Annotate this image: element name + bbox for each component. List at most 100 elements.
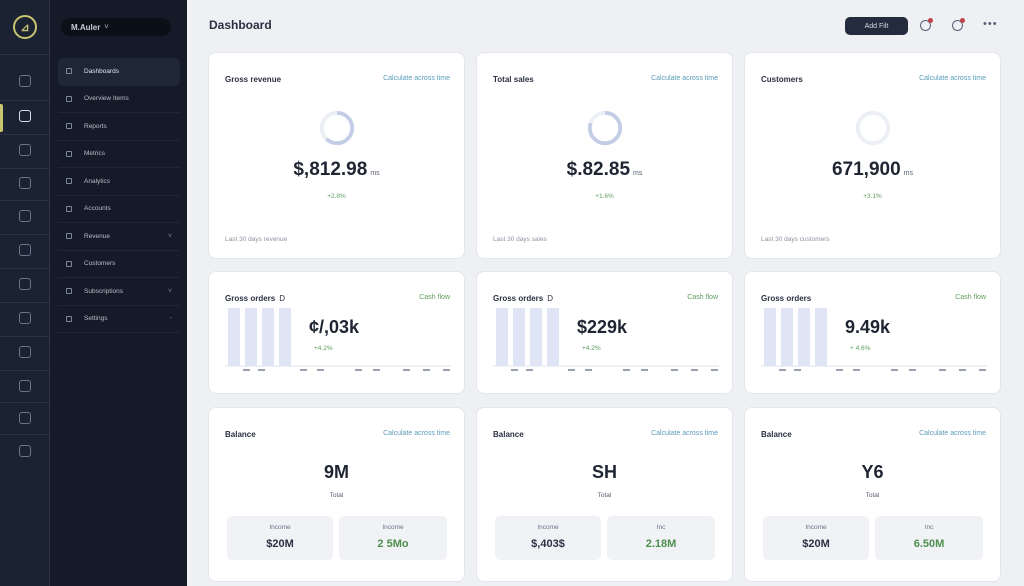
axis-tick bbox=[443, 369, 450, 371]
sidebar-item[interactable]: Settings - bbox=[58, 306, 180, 333]
rail-divider bbox=[0, 168, 50, 169]
stat-label: Income bbox=[269, 524, 291, 531]
bell-icon[interactable] bbox=[19, 380, 31, 392]
stat-label: Inc bbox=[656, 524, 666, 531]
nav-item-icon bbox=[66, 288, 72, 295]
stat-box: Inc 2.18M bbox=[607, 516, 715, 560]
user-icon[interactable] bbox=[19, 244, 31, 256]
card-title: Gross orders D bbox=[225, 294, 285, 303]
stat-box: Income $20M bbox=[227, 516, 333, 560]
sidebar-item-label: Accounts bbox=[84, 205, 111, 213]
rail-divider bbox=[0, 434, 50, 435]
stat-label: Inc bbox=[924, 524, 934, 531]
balance-card: Balance Calculate across time 9M Total Incom… bbox=[208, 407, 465, 582]
axis-tick bbox=[403, 369, 410, 371]
axis-tick bbox=[891, 369, 898, 371]
chevron-down-icon: ˅ bbox=[104, 23, 109, 31]
card-action-link[interactable]: Calculate across time bbox=[919, 75, 986, 82]
sidebar-item-label: Reports bbox=[84, 122, 107, 130]
metric-label: Total bbox=[597, 492, 612, 499]
axis-tick bbox=[939, 369, 946, 371]
user-avatar-icon[interactable] bbox=[952, 18, 965, 31]
metric-change: + 4.6% bbox=[850, 345, 871, 352]
chevron-down-icon: ˅ bbox=[167, 287, 172, 295]
notification-icon[interactable] bbox=[920, 18, 933, 31]
sidebar-item[interactable]: Subscriptions ˅ bbox=[58, 278, 180, 306]
card-action-link[interactable]: Cash flow bbox=[419, 294, 450, 301]
sidebar-item[interactable]: Overview Items bbox=[58, 86, 180, 113]
sidebar-item[interactable]: Accounts bbox=[58, 196, 180, 223]
rail-divider bbox=[0, 370, 50, 371]
donut-fill bbox=[587, 110, 622, 146]
card-action-link[interactable]: Calculate across time bbox=[919, 430, 986, 437]
card-action-link[interactable]: Calculate across time bbox=[651, 430, 718, 437]
app-logo[interactable]: ⊿ bbox=[13, 15, 37, 39]
sidebar-item[interactable]: Dashboards bbox=[58, 58, 180, 86]
metric-change: +2.8% bbox=[327, 193, 346, 200]
settings-icon[interactable] bbox=[19, 312, 31, 324]
chart-icon[interactable] bbox=[19, 144, 31, 156]
axis-tick bbox=[300, 369, 307, 371]
card-title: Gross orders bbox=[761, 294, 815, 303]
list-icon[interactable] bbox=[19, 278, 31, 290]
home-icon[interactable] bbox=[19, 75, 31, 87]
card-action-link[interactable]: Calculate across time bbox=[383, 430, 450, 437]
metric-change: +4.2% bbox=[582, 345, 601, 352]
workspace-name: M.Auler bbox=[71, 22, 101, 32]
rail-divider bbox=[0, 302, 50, 303]
metric-value: ¢/,03k bbox=[309, 317, 360, 337]
logo-glyph: ⊿ bbox=[20, 21, 30, 34]
sidebar-item[interactable]: Revenue ˅ bbox=[58, 223, 180, 251]
sidebar-item[interactable]: Metrics bbox=[58, 141, 180, 168]
add-filter-button[interactable]: Add Filt bbox=[845, 17, 908, 35]
help-icon[interactable] bbox=[19, 412, 31, 424]
grid-icon[interactable] bbox=[19, 177, 31, 189]
axis-tick bbox=[585, 369, 592, 371]
metric-change: +4.2% bbox=[314, 345, 333, 352]
calendar-icon[interactable] bbox=[19, 210, 31, 222]
stat-value: $20M bbox=[802, 538, 830, 550]
status-dot bbox=[960, 18, 965, 23]
layers-icon[interactable] bbox=[19, 445, 31, 457]
sidebar-item-label: Dashboards bbox=[84, 67, 120, 75]
metric-value: 9.49k bbox=[845, 317, 891, 337]
sidebar-item-label: Settings bbox=[84, 315, 108, 323]
stat-box: Inc 6.50M bbox=[875, 516, 983, 560]
donut-chart bbox=[319, 110, 354, 146]
stat-value: 2.18M bbox=[645, 538, 677, 550]
sidebar-item[interactable]: Analytics bbox=[58, 168, 180, 196]
axis-tick bbox=[623, 369, 630, 371]
nav-item-icon bbox=[66, 150, 72, 157]
card-title: Balance bbox=[225, 430, 256, 439]
donut-chart bbox=[587, 110, 622, 146]
more-icon[interactable]: ••• bbox=[983, 18, 998, 30]
folder-icon[interactable] bbox=[19, 110, 31, 122]
bar-chart bbox=[493, 308, 719, 371]
workspace-switcher[interactable]: M.Auler ˅ bbox=[61, 18, 171, 36]
sidebar-item-label: Customers bbox=[84, 260, 116, 268]
archive-icon[interactable] bbox=[19, 346, 31, 358]
metric-unit: ms bbox=[903, 170, 914, 177]
icon-rail: ⊿ bbox=[0, 0, 50, 586]
axis-tick bbox=[243, 369, 250, 371]
stat-box: Income $,403$ bbox=[495, 516, 601, 560]
axis-tick bbox=[317, 369, 324, 371]
page-title: Dashboard bbox=[209, 18, 272, 32]
card-action-link[interactable]: Cash flow bbox=[955, 294, 986, 301]
card-action-link[interactable]: Calculate across time bbox=[651, 75, 718, 82]
sidebar-item[interactable]: Reports bbox=[58, 113, 180, 141]
rail-divider bbox=[0, 200, 50, 201]
card-action-link[interactable]: Calculate across time bbox=[383, 75, 450, 82]
donut-fill bbox=[319, 110, 354, 146]
sidebar-item[interactable]: Customers bbox=[58, 251, 180, 278]
chart-bar bbox=[815, 308, 827, 366]
sidebar: M.Auler ˅ Dashboards Overview Items Report… bbox=[50, 0, 187, 586]
card-action-link[interactable]: Cash flow bbox=[687, 294, 718, 301]
chart-bar bbox=[513, 308, 525, 366]
axis-tick bbox=[511, 369, 518, 371]
chart-bar bbox=[798, 308, 810, 366]
chart-bar bbox=[228, 308, 240, 366]
orders-card: Gross orders D Cash flow ¢/,03k +4.2% bbox=[208, 271, 465, 394]
bar-chart bbox=[225, 308, 451, 371]
nav-item-icon bbox=[66, 315, 72, 322]
